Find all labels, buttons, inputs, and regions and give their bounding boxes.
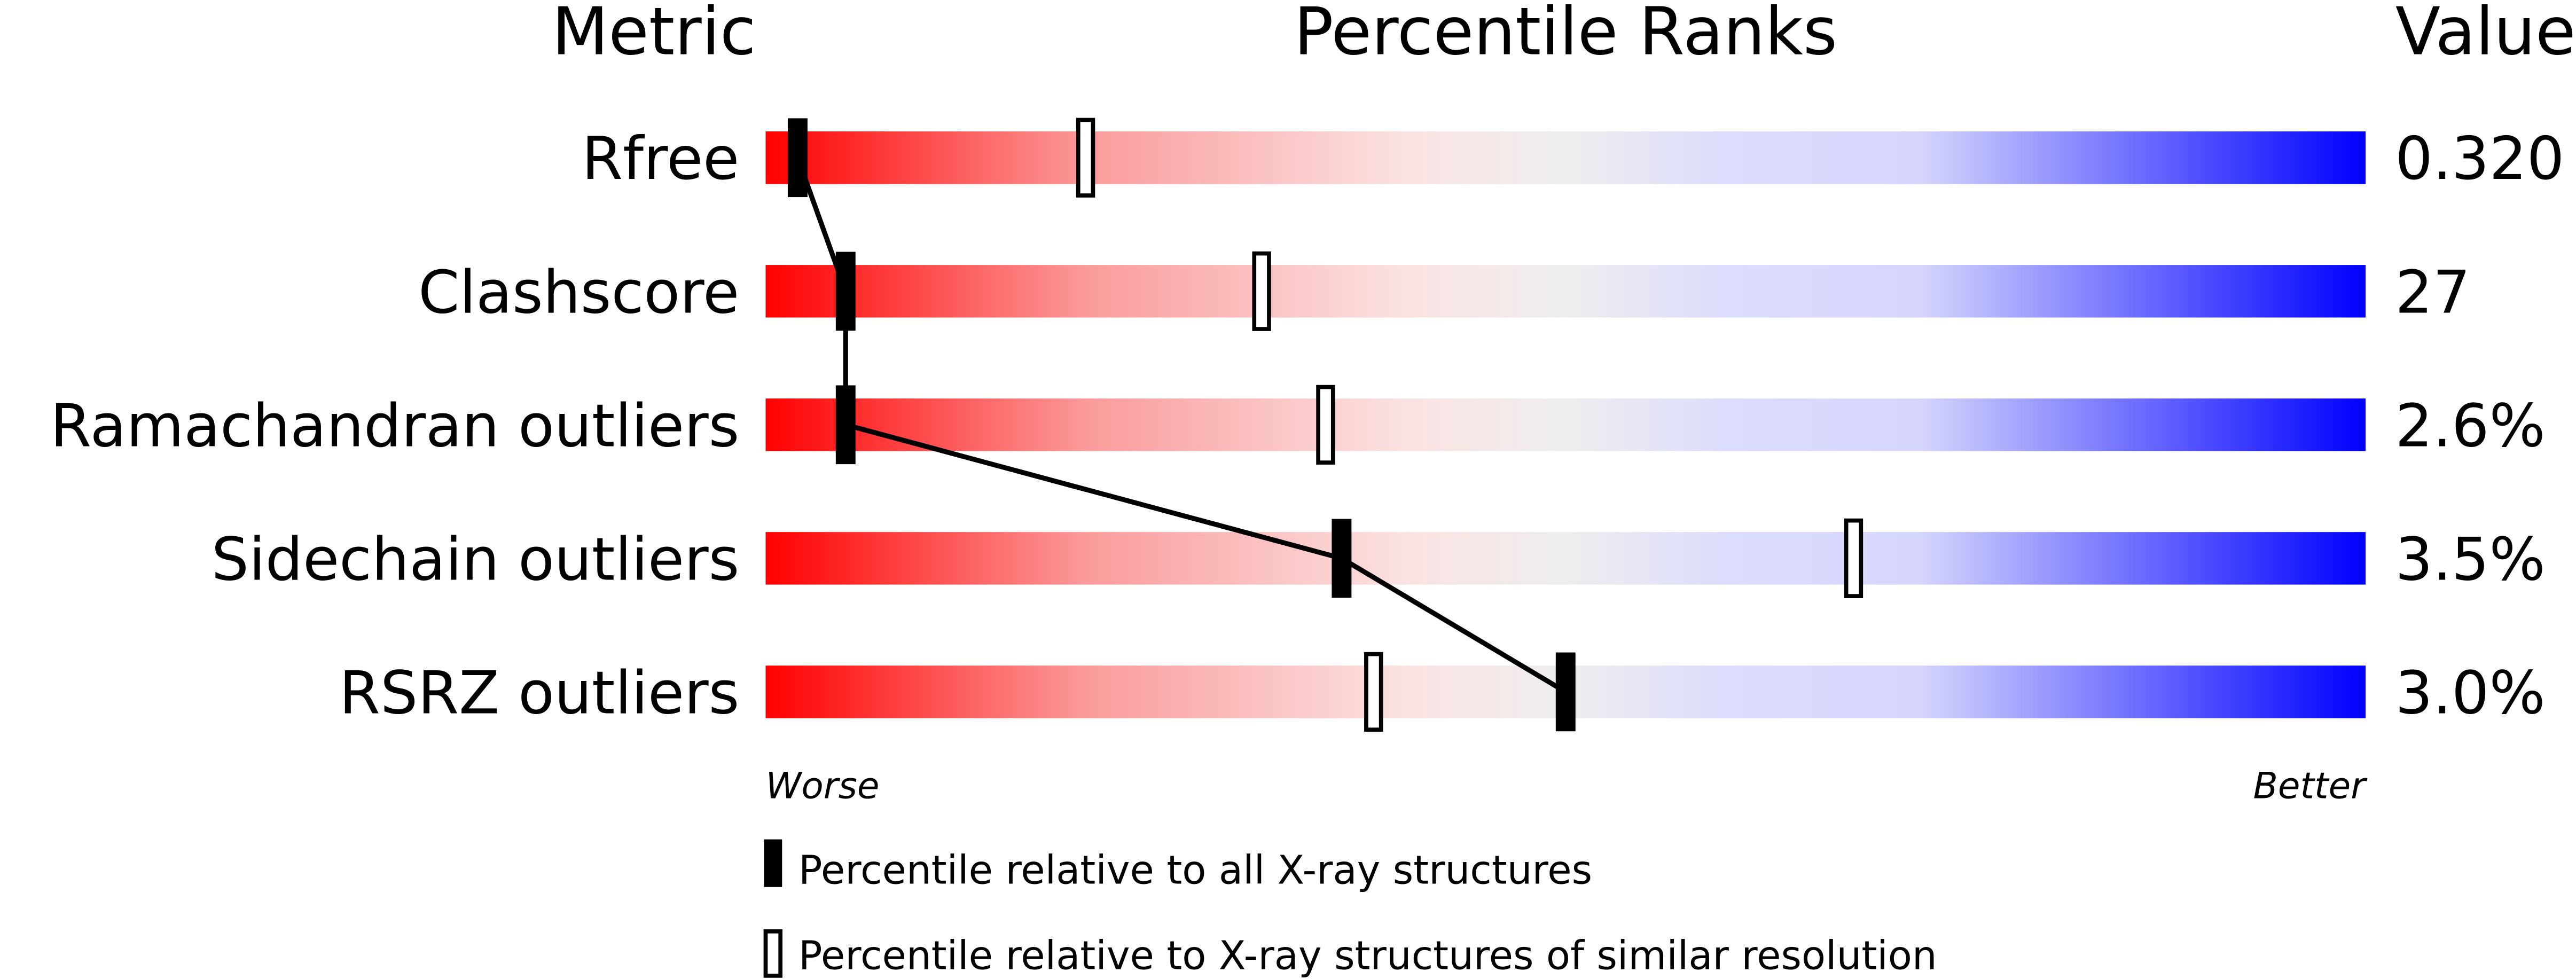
metric-label: Clashscore <box>418 258 739 327</box>
header-percentile-ranks: Percentile Ranks <box>1294 0 1837 70</box>
metric-label: Ramachandran outliers <box>50 391 739 460</box>
metric-label: RSRZ outliers <box>339 659 739 727</box>
legend-similar-label: Percentile relative to X-ray structures … <box>798 933 1937 979</box>
legend-all-label: Percentile relative to all X-ray structu… <box>798 848 1592 894</box>
better-label: Better <box>2253 765 2368 807</box>
worse-label: Worse <box>765 765 879 807</box>
legend-filled-marker <box>764 839 782 887</box>
metric-value: 27 <box>2395 258 2470 327</box>
all-structures-marker <box>1332 519 1352 598</box>
metric-value: 3.5% <box>2395 525 2545 594</box>
metric-value: 0.320 <box>2395 124 2564 193</box>
metric-value: 2.6% <box>2395 391 2545 460</box>
metric-label: Rfree <box>582 124 739 193</box>
percentile-bar <box>765 398 2366 451</box>
legend-open-marker <box>763 929 783 978</box>
all-structures-marker <box>787 118 808 198</box>
metric-value: 3.0% <box>2395 659 2545 727</box>
percentile-bar <box>765 265 2366 318</box>
percentile-bar <box>765 131 2366 184</box>
similar-resolution-marker <box>1316 385 1335 465</box>
similar-resolution-marker <box>1076 118 1095 198</box>
header-metric: Metric <box>552 0 756 70</box>
header-value: Value <box>2395 0 2576 70</box>
percentile-bar <box>765 532 2366 585</box>
similar-resolution-marker <box>1844 518 1864 598</box>
similar-resolution-marker <box>1252 251 1271 331</box>
all-structures-marker <box>1555 652 1576 732</box>
similar-resolution-marker <box>1364 652 1383 732</box>
all-structures-marker <box>835 385 856 465</box>
all-structures-marker <box>835 252 856 331</box>
metric-label: Sidechain outliers <box>212 525 740 594</box>
